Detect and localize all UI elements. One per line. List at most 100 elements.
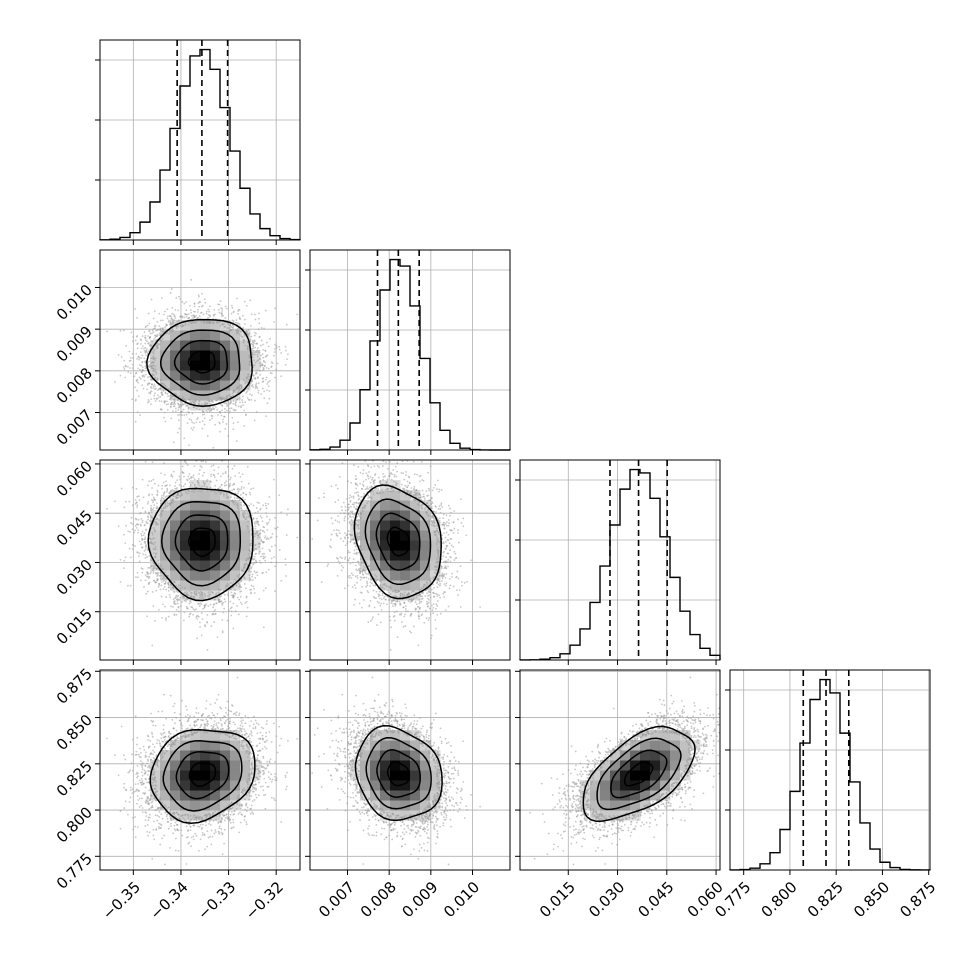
- scatter-point: [445, 556, 448, 559]
- scatter-point: [256, 757, 259, 759]
- scatter-point: [146, 515, 149, 518]
- scatter-point: [357, 502, 360, 505]
- scatter-point: [241, 727, 243, 730]
- scatter-point: [371, 477, 374, 479]
- scatter-point: [232, 428, 235, 431]
- scatter-point: [252, 723, 255, 726]
- scatter-panel-2-0: [95, 459, 301, 665]
- scatter-point: [205, 718, 208, 721]
- scatter-point: [430, 503, 433, 506]
- scatter-point: [227, 709, 230, 711]
- scatter-point: [167, 332, 170, 335]
- density-cell: [230, 530, 241, 541]
- scatter-point: [459, 565, 462, 568]
- density-cell: [420, 550, 431, 561]
- density-cell: [240, 780, 251, 791]
- scatter-point: [210, 414, 213, 417]
- density-cell: [200, 740, 211, 751]
- density-cell: [160, 560, 171, 571]
- scatter-point: [256, 355, 259, 358]
- scatter-point: [442, 555, 445, 558]
- scatter-point: [311, 538, 314, 540]
- scatter-point: [161, 837, 163, 840]
- scatter-point: [439, 511, 442, 514]
- scatter-point: [152, 724, 155, 727]
- scatter-point: [226, 816, 229, 819]
- scatter-point: [141, 371, 143, 373]
- scatter-point: [359, 471, 362, 474]
- scatter-point: [443, 550, 445, 553]
- scatter-point: [181, 465, 184, 468]
- scatter-point: [218, 311, 221, 314]
- density-cell: [380, 560, 391, 571]
- scatter-point: [274, 544, 276, 547]
- scatter-point: [135, 750, 138, 753]
- scatter-point: [371, 582, 373, 585]
- scatter-point: [353, 604, 356, 606]
- scatter-point: [137, 381, 140, 384]
- scatter-point: [429, 577, 432, 580]
- scatter-point: [212, 606, 214, 609]
- scatter-point: [150, 778, 153, 781]
- density-cell: [400, 540, 411, 551]
- scatter-point: [237, 487, 240, 490]
- scatter-point: [135, 352, 138, 355]
- scatter-point: [398, 491, 401, 494]
- scatter-point: [255, 722, 258, 724]
- scatter-point: [357, 525, 360, 528]
- scatter-point: [166, 502, 169, 505]
- scatter-point: [245, 330, 248, 333]
- scatter-point: [432, 612, 434, 615]
- scatter-point: [263, 526, 266, 529]
- scatter-point: [271, 362, 274, 365]
- scatter-point: [377, 476, 380, 479]
- scatter-point: [159, 823, 162, 826]
- scatter-point: [370, 485, 373, 488]
- scatter-point: [168, 319, 170, 322]
- scatter-point: [350, 518, 353, 521]
- scatter-point: [395, 484, 398, 487]
- scatter-point: [175, 594, 178, 597]
- scatter-point: [143, 357, 146, 360]
- scatter-point: [240, 480, 243, 483]
- scatter-point: [395, 600, 398, 603]
- scatter-point: [444, 536, 447, 539]
- scatter-point: [177, 403, 180, 406]
- scatter-point: [425, 600, 428, 603]
- scatter-point: [253, 353, 256, 356]
- scatter-point: [253, 419, 256, 422]
- scatter-point: [389, 490, 392, 493]
- scatter-point: [245, 509, 247, 512]
- scatter-point: [239, 387, 242, 390]
- density-cell: [220, 320, 231, 331]
- scatter-point: [220, 399, 222, 402]
- scatter-point: [175, 837, 177, 840]
- scatter-point: [207, 399, 209, 402]
- scatter-point: [432, 591, 435, 594]
- density-cell: [220, 490, 231, 501]
- scatter-point: [241, 395, 244, 398]
- scatter-point: [174, 407, 177, 410]
- scatter-point: [448, 578, 451, 580]
- scatter-point: [390, 626, 393, 629]
- scatter-point: [400, 472, 403, 474]
- scatter-point: [252, 558, 255, 561]
- scatter-point: [342, 501, 345, 504]
- scatter-point: [241, 722, 243, 724]
- scatter-point: [238, 389, 240, 392]
- scatter-point: [257, 723, 260, 726]
- scatter-point: [152, 565, 155, 567]
- density-cell: [220, 800, 231, 811]
- scatter-point: [220, 475, 222, 478]
- scatter-point: [234, 589, 236, 592]
- scatter-point: [209, 321, 212, 324]
- scatter-point: [138, 499, 141, 502]
- scatter-point: [238, 714, 240, 717]
- density-cell: [190, 730, 201, 741]
- scatter-point: [158, 325, 161, 328]
- scatter-point: [220, 488, 223, 490]
- scatter-point: [233, 497, 236, 499]
- scatter-point: [401, 598, 404, 601]
- scatter-point: [168, 502, 171, 505]
- scatter-point: [146, 766, 149, 769]
